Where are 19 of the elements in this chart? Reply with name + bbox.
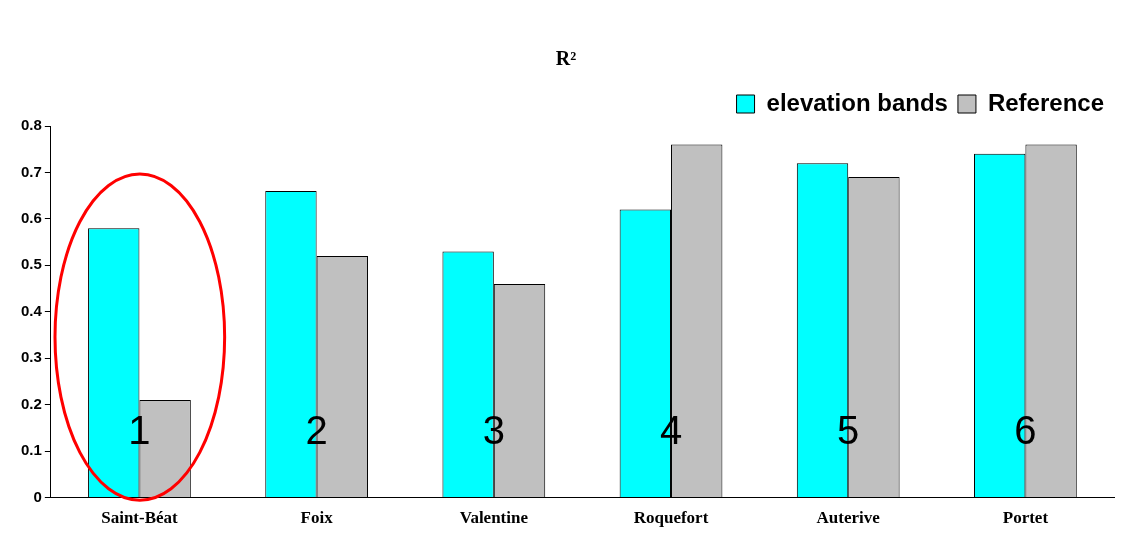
legend-label: elevation bands xyxy=(766,88,948,116)
y-tick-label: 0 xyxy=(33,487,42,505)
x-tick-label: Saint-Béat xyxy=(101,508,179,528)
x-tick-label: Roquefort xyxy=(633,508,709,528)
annotation: 3 xyxy=(482,407,505,452)
y-tick-label: 0.1 xyxy=(20,441,42,459)
x-tick-label: Foix xyxy=(300,508,334,528)
x-tick-label: Portet xyxy=(1002,508,1049,528)
legend-label: Reference xyxy=(987,88,1104,116)
x-tick-label: Auterive xyxy=(816,508,881,528)
y-tick-label: 0.7 xyxy=(20,162,42,180)
y-tick-label: 0.4 xyxy=(20,301,43,319)
y-tick-label: 0.2 xyxy=(20,394,42,412)
chart-title: R² xyxy=(555,47,577,70)
y-tick-label: 0.5 xyxy=(20,255,42,273)
y-tick-label: 0.3 xyxy=(20,348,42,366)
y-tick-label: 0.8 xyxy=(20,116,42,134)
x-tick-label: Valentine xyxy=(459,508,529,528)
y-tick-label: 0.6 xyxy=(20,209,42,227)
